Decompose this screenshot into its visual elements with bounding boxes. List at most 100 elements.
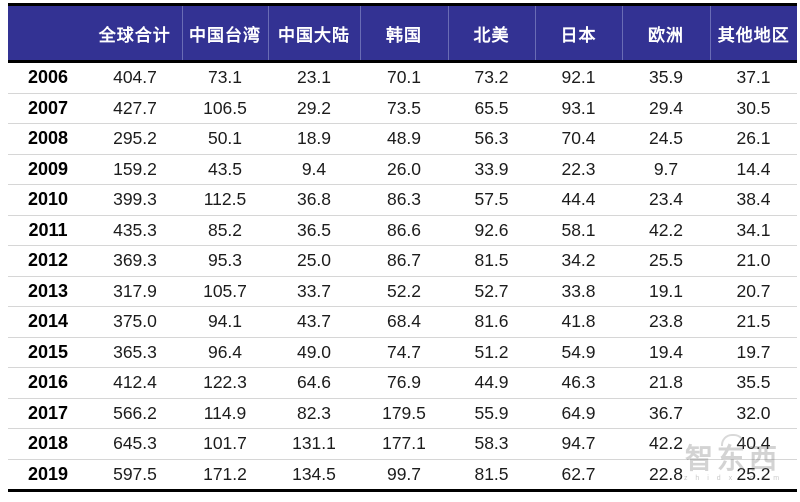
year-cell: 2011	[8, 215, 88, 246]
value-cell: 58.3	[448, 428, 535, 460]
value-cell: 86.7	[360, 245, 448, 277]
table-row: 2006 404.7 73.1 23.1 70.1 73.2 92.1 35.9 37.1	[8, 61, 797, 94]
value-cell: 94.7	[535, 428, 622, 460]
column-header-empty	[8, 4, 88, 63]
header-row: 全球合计 中国台湾 中国大陆 韩国 北美 日本 欧洲 其他地区	[8, 4, 797, 63]
value-cell: 399.3	[88, 184, 182, 216]
value-cell: 92.6	[448, 215, 535, 246]
value-cell: 64.9	[535, 398, 622, 429]
value-cell: 52.2	[360, 276, 448, 307]
value-cell: 25.2	[710, 459, 797, 491]
value-cell: 70.1	[360, 61, 448, 94]
column-header: 北美	[448, 4, 536, 63]
value-cell: 73.1	[182, 61, 268, 94]
year-cell: 2008	[8, 123, 88, 155]
value-cell: 9.7	[622, 154, 710, 185]
value-cell: 35.5	[710, 367, 797, 399]
value-cell: 32.0	[710, 398, 797, 429]
value-cell: 36.5	[268, 215, 360, 246]
column-header: 韩国	[360, 4, 449, 63]
value-cell: 86.6	[360, 215, 448, 246]
value-cell: 76.9	[360, 367, 448, 399]
value-cell: 22.3	[535, 154, 622, 185]
value-cell: 25.0	[268, 245, 360, 277]
value-cell: 14.4	[710, 154, 797, 185]
table-row: 2012 369.3 95.3 25.0 86.7 81.5 34.2 25.5 21.0	[8, 245, 797, 277]
value-cell: 38.4	[710, 184, 797, 216]
year-cell: 2019	[8, 459, 88, 491]
value-cell: 106.5	[182, 93, 268, 124]
value-cell: 40.4	[710, 428, 797, 460]
column-header: 其他地区	[710, 4, 797, 63]
value-cell: 95.3	[182, 245, 268, 277]
value-cell: 369.3	[88, 245, 182, 277]
value-cell: 112.5	[182, 184, 268, 216]
value-cell: 42.2	[622, 428, 710, 460]
value-cell: 29.4	[622, 93, 710, 124]
value-cell: 44.4	[535, 184, 622, 216]
value-cell: 114.9	[182, 398, 268, 429]
value-cell: 64.6	[268, 367, 360, 399]
year-cell: 2017	[8, 398, 88, 429]
value-cell: 96.4	[182, 337, 268, 368]
value-cell: 33.7	[268, 276, 360, 307]
year-cell: 2015	[8, 337, 88, 368]
value-cell: 101.7	[182, 428, 268, 460]
value-cell: 295.2	[88, 123, 182, 155]
value-cell: 179.5	[360, 398, 448, 429]
column-header: 中国大陆	[268, 4, 361, 63]
value-cell: 70.4	[535, 123, 622, 155]
table-header: 全球合计 中国台湾 中国大陆 韩国 北美 日本 欧洲 其他地区	[8, 4, 797, 63]
value-cell: 24.5	[622, 123, 710, 155]
value-cell: 55.9	[448, 398, 535, 429]
value-cell: 122.3	[182, 367, 268, 399]
value-cell: 26.0	[360, 154, 448, 185]
value-cell: 41.8	[535, 306, 622, 338]
value-cell: 73.5	[360, 93, 448, 124]
table-row: 2007 427.7 106.5 29.2 73.5 65.5 93.1 29.4 30.5	[8, 93, 797, 124]
value-cell: 159.2	[88, 154, 182, 185]
data-table: 全球合计 中国台湾 中国大陆 韩国 北美 日本 欧洲 其他地区 2006 404.7 73.1 23…	[8, 3, 797, 492]
column-header: 欧洲	[622, 4, 711, 63]
value-cell: 49.0	[268, 337, 360, 368]
value-cell: 412.4	[88, 367, 182, 399]
year-cell: 2014	[8, 306, 88, 338]
value-cell: 645.3	[88, 428, 182, 460]
value-cell: 86.3	[360, 184, 448, 216]
value-cell: 81.5	[448, 459, 535, 491]
value-cell: 35.9	[622, 61, 710, 94]
value-cell: 26.1	[710, 123, 797, 155]
value-cell: 566.2	[88, 398, 182, 429]
table-body: 2006 404.7 73.1 23.1 70.1 73.2 92.1 35.9 37.1 200…	[8, 61, 797, 491]
value-cell: 37.1	[710, 61, 797, 94]
value-cell: 22.8	[622, 459, 710, 491]
value-cell: 23.4	[622, 184, 710, 216]
year-cell: 2016	[8, 367, 88, 399]
value-cell: 427.7	[88, 93, 182, 124]
value-cell: 73.2	[448, 61, 535, 94]
value-cell: 33.8	[535, 276, 622, 307]
value-cell: 375.0	[88, 306, 182, 338]
value-cell: 19.7	[710, 337, 797, 368]
table-row: 2018 645.3 101.7 131.1 177.1 58.3 94.7 42.2 40.4	[8, 428, 797, 460]
value-cell: 51.2	[448, 337, 535, 368]
table-row: 2011 435.3 85.2 36.5 86.6 92.6 58.1 42.2 34.1	[8, 215, 797, 246]
value-cell: 131.1	[268, 428, 360, 460]
value-cell: 99.7	[360, 459, 448, 491]
column-header: 日本	[535, 4, 623, 63]
value-cell: 404.7	[88, 61, 182, 94]
value-cell: 134.5	[268, 459, 360, 491]
column-header: 全球合计	[88, 4, 183, 63]
value-cell: 50.1	[182, 123, 268, 155]
value-cell: 33.9	[448, 154, 535, 185]
value-cell: 85.2	[182, 215, 268, 246]
value-cell: 82.3	[268, 398, 360, 429]
value-cell: 57.5	[448, 184, 535, 216]
value-cell: 435.3	[88, 215, 182, 246]
value-cell: 19.1	[622, 276, 710, 307]
value-cell: 21.5	[710, 306, 797, 338]
table-row: 2009 159.2 43.5 9.4 26.0 33.9 22.3 9.7 14.4	[8, 154, 797, 185]
value-cell: 25.5	[622, 245, 710, 277]
table-row: 2010 399.3 112.5 36.8 86.3 57.5 44.4 23.4 38.4	[8, 184, 797, 216]
table-row: 2008 295.2 50.1 18.9 48.9 56.3 70.4 24.5 26.1	[8, 123, 797, 155]
